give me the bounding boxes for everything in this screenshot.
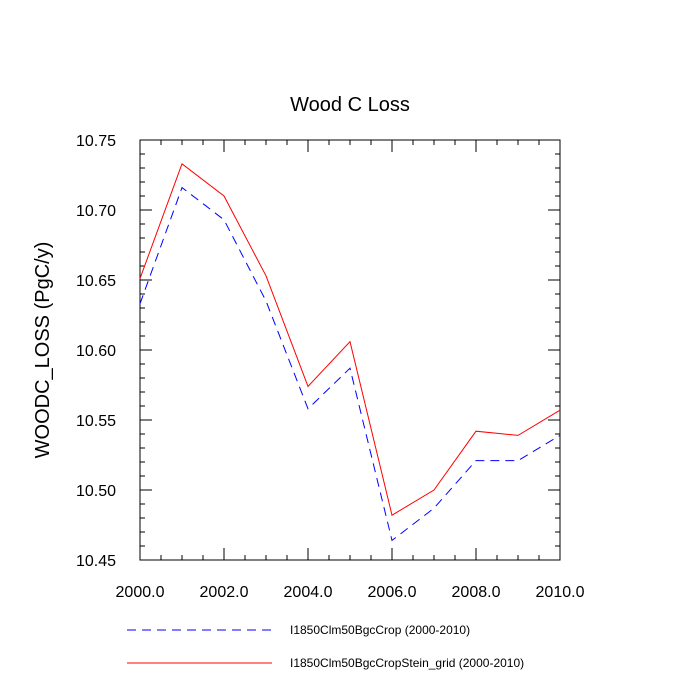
x-tick-label: 2006.0	[368, 584, 417, 601]
y-tick-label: 10.65	[76, 273, 116, 290]
legend-label-2: I1850Clm50BgcCropStein_grid (2000-2010)	[290, 656, 524, 670]
series-line-1	[139, 186, 561, 542]
y-axis-label: WOODC_LOSS (PgC/y)	[32, 242, 54, 459]
series-lines	[139, 162, 561, 542]
legend: I1850Clm50BgcCrop (2000-2010) I1850Clm50B…	[127, 623, 524, 670]
plot-border	[139, 139, 561, 561]
legend-label-1: I1850Clm50BgcCrop (2000-2010)	[290, 623, 470, 637]
x-tick-label: 2002.0	[200, 584, 249, 601]
y-tick-label: 10.55	[76, 413, 116, 430]
x-tick-label: 2000.0	[116, 584, 165, 601]
y-tick-label: 10.45	[76, 553, 116, 570]
y-tick-label: 10.70	[76, 203, 116, 220]
plot-frame	[139, 139, 561, 561]
y-tick-label: 10.60	[76, 343, 116, 360]
x-tick-label: 2004.0	[284, 584, 333, 601]
chart-title: Wood C Loss	[290, 94, 410, 116]
series-line-2	[139, 162, 561, 516]
y-tick-label: 10.75	[76, 133, 116, 150]
x-tick-label: 2010.0	[536, 584, 585, 601]
tick-labels: 2000.0 2002.0 2004.0 2006.0 2008.0 2010.0 10.4…	[76, 133, 585, 601]
axis-ticks	[139, 139, 561, 561]
y-tick-label: 10.50	[76, 483, 116, 500]
x-tick-label: 2008.0	[452, 584, 501, 601]
